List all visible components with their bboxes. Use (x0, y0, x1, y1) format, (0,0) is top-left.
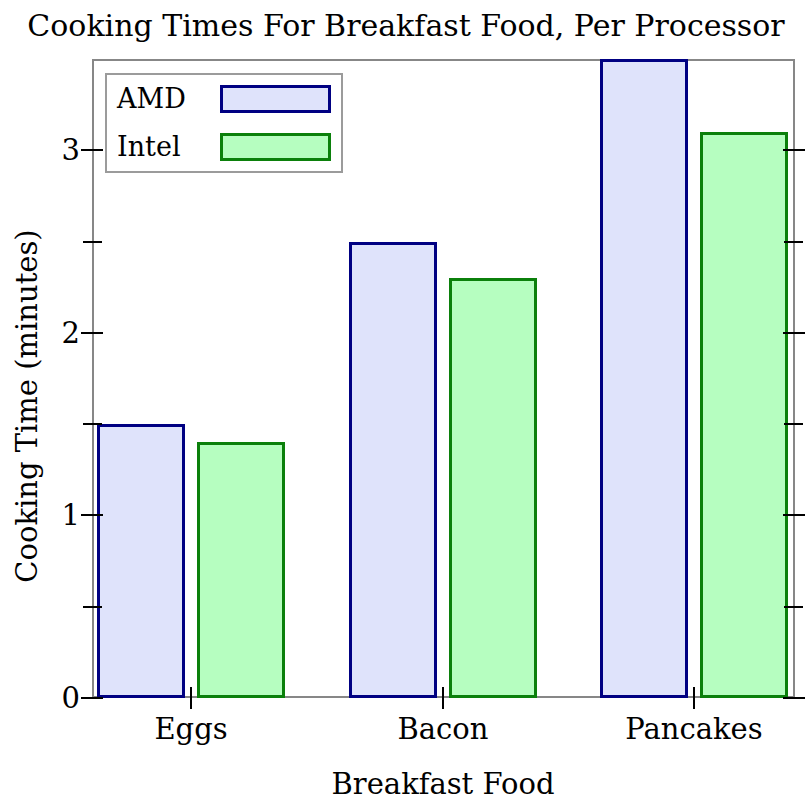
y-tick-minor (83, 606, 102, 608)
x-tick-label-eggs: Eggs (81, 712, 301, 746)
bar-intel-bacon (449, 278, 537, 698)
x-tick (190, 687, 192, 709)
y-tick-label: 3 (0, 134, 80, 166)
y-tick-minor (83, 241, 102, 243)
y-tick-minor-right (784, 423, 803, 425)
x-axis-label: Breakfast Food (243, 767, 643, 801)
bar-amd-eggs (97, 424, 185, 698)
y-tick-minor (83, 423, 102, 425)
y-tick-label: 0 (0, 682, 80, 714)
y-tick-major-right (783, 514, 805, 516)
y-tick-label: 1 (0, 499, 80, 531)
legend: AMD Intel (105, 73, 343, 173)
legend-label-intel: Intel (117, 132, 181, 162)
legend-row-amd: AMD (117, 79, 331, 119)
x-tick-label-bacon: Bacon (333, 712, 553, 746)
y-tick-major (81, 697, 103, 699)
legend-swatch-amd (220, 85, 331, 113)
y-tick-major-right (783, 149, 805, 151)
x-tick (693, 687, 695, 709)
y-tick-major (81, 332, 103, 334)
y-tick-major (81, 514, 103, 516)
bar-amd-bacon (349, 242, 437, 698)
bar-amd-pancakes (600, 59, 688, 698)
y-tick-major-right (783, 332, 805, 334)
x-tick (442, 687, 444, 709)
y-tick-minor-right (784, 241, 803, 243)
bar-chart-figure: Cooking Times For Breakfast Food, Per Pr… (0, 0, 812, 812)
x-tick-label-pancakes: Pancakes (584, 712, 804, 746)
bar-intel-pancakes (700, 132, 788, 698)
y-tick-major (81, 149, 103, 151)
y-tick-minor-right (784, 606, 803, 608)
legend-label-amd: AMD (117, 84, 186, 114)
y-tick-major-right (783, 697, 805, 699)
chart-title: Cooking Times For Breakfast Food, Per Pr… (0, 8, 812, 44)
bar-intel-eggs (197, 442, 285, 698)
y-tick-label: 2 (0, 317, 80, 349)
legend-swatch-intel (220, 133, 331, 161)
legend-row-intel: Intel (117, 127, 331, 167)
